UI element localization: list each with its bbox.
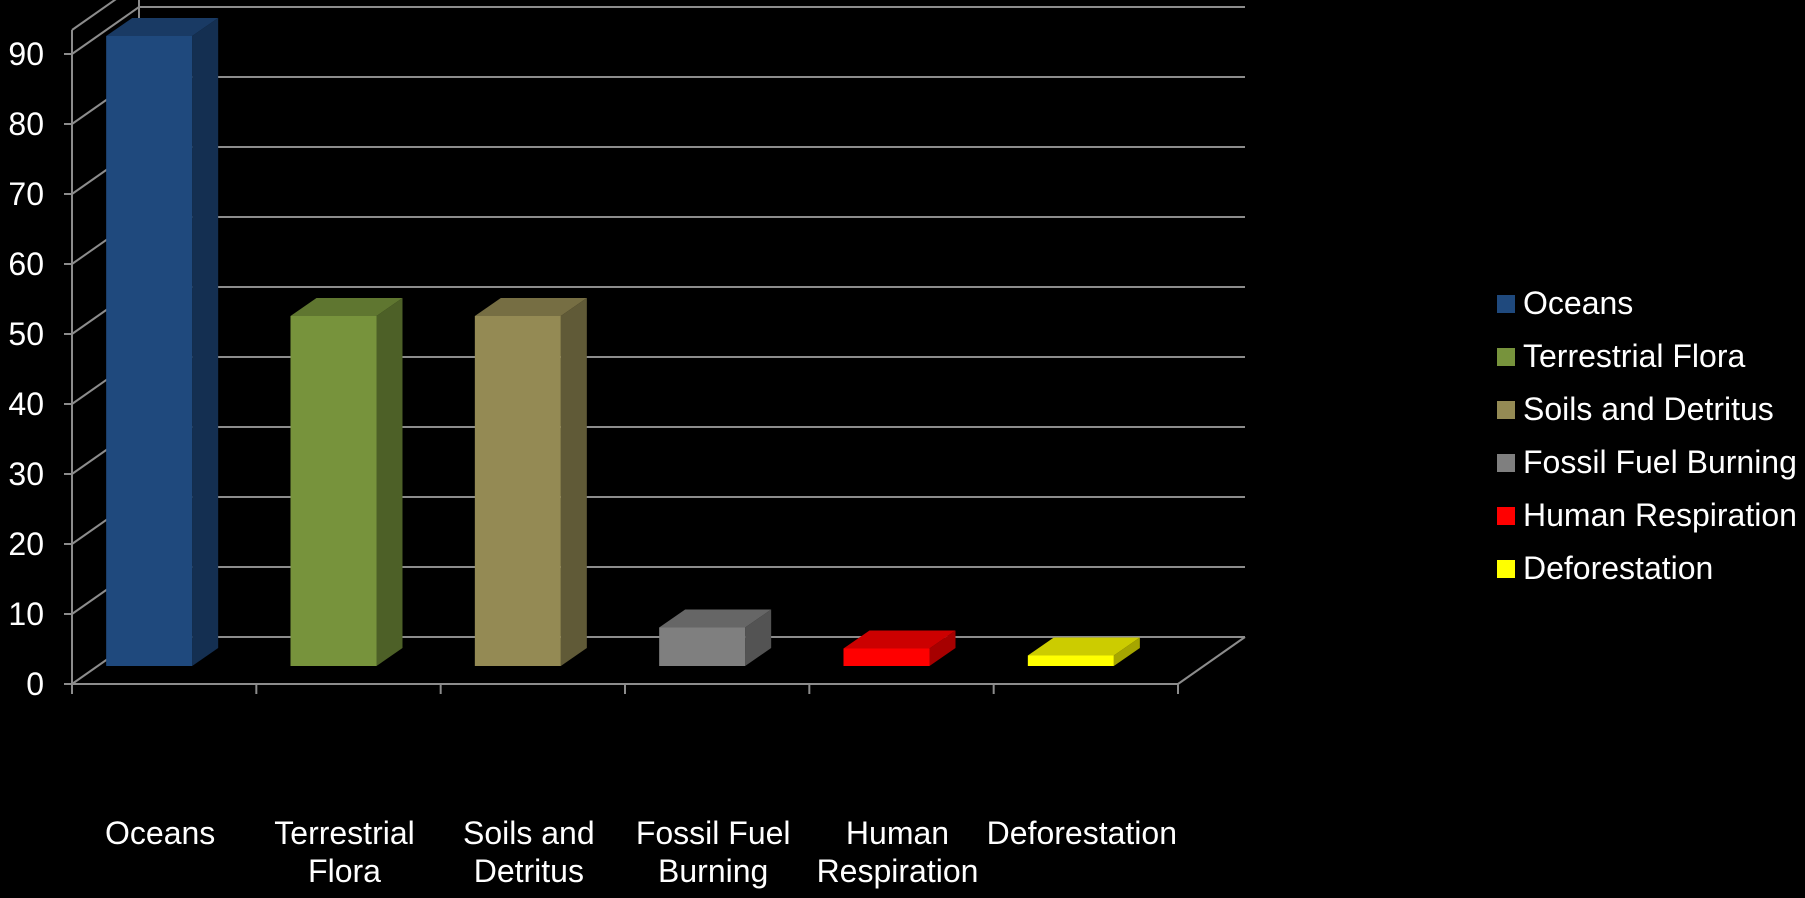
x-category-label-line: Flora xyxy=(308,853,381,889)
side-wall-gridline xyxy=(71,0,117,31)
x-category-label: Soils and Detritus xyxy=(463,815,595,889)
bar-front xyxy=(1027,655,1114,666)
x-axis-labels: Oceans Terrestrial Flora Soils and Detritus F… xyxy=(105,815,1177,889)
legend-swatch xyxy=(1497,560,1515,578)
bar-top xyxy=(659,609,772,628)
y-tick-label: 40 xyxy=(8,386,44,422)
legend-label: Human Respiration xyxy=(1523,497,1797,533)
y-tick-label: 50 xyxy=(8,316,44,352)
x-category-label-line: Deforestation xyxy=(987,815,1177,851)
bar-soils-and-detritus xyxy=(474,298,587,666)
legend-item: Human Respiration xyxy=(1497,497,1797,533)
legend-item: Terrestrial Flora xyxy=(1497,338,1745,374)
x-category-label-line: Human xyxy=(846,815,949,851)
floor-right-edge xyxy=(1177,636,1246,685)
x-category-label: Terrestrial Flora xyxy=(274,815,414,889)
x-category-label-line: Fossil Fuel xyxy=(636,815,791,851)
x-category-label-line: Terrestrial xyxy=(274,815,414,851)
x-category-label-line: Respiration xyxy=(817,853,979,889)
y-tick-label: 10 xyxy=(8,596,44,632)
y-tick-label: 60 xyxy=(8,246,44,282)
legend-item: Soils and Detritus xyxy=(1497,391,1774,427)
bar-side xyxy=(1113,637,1140,666)
bar-top xyxy=(843,630,956,649)
legend-swatch xyxy=(1497,507,1515,525)
bar-top xyxy=(474,298,587,316)
bar-front xyxy=(659,627,746,666)
bar-deforestation xyxy=(1027,637,1140,666)
legend-swatch xyxy=(1497,401,1515,419)
bar-top xyxy=(1027,637,1140,656)
bar-fossil-fuel-burning xyxy=(659,609,772,666)
axes xyxy=(71,30,1246,694)
bar-front xyxy=(106,36,193,666)
x-category-label-line: Detritus xyxy=(474,853,584,889)
legend-item: Oceans xyxy=(1497,285,1633,321)
bars xyxy=(106,18,1140,666)
legend-swatch xyxy=(1497,348,1515,366)
legend-label: Terrestrial Flora xyxy=(1523,338,1745,374)
x-category-label: Oceans xyxy=(105,815,215,851)
bar-oceans xyxy=(106,18,219,666)
legend-label: Soils and Detritus xyxy=(1523,391,1774,427)
gridlines xyxy=(71,0,1245,685)
bar-side xyxy=(745,609,772,666)
bar-front xyxy=(290,316,377,666)
legend-label: Fossil Fuel Burning xyxy=(1523,444,1797,480)
bar-top xyxy=(106,18,219,36)
y-tick-label: 90 xyxy=(8,36,44,72)
x-category-label-line: Oceans xyxy=(105,815,215,851)
legend-label: Deforestation xyxy=(1523,550,1713,586)
x-category-label: Fossil Fuel Burning xyxy=(636,815,791,889)
bar-side xyxy=(929,630,956,666)
y-tick-label: 30 xyxy=(8,456,44,492)
x-category-label: Human Respiration xyxy=(817,815,979,889)
legend: Oceans Terrestrial Flora Soils and Detritu… xyxy=(1497,285,1797,586)
bar-human-respiration xyxy=(843,630,956,666)
side-wall-gridline xyxy=(71,6,140,55)
x-category-label-line: Soils and xyxy=(463,815,595,851)
legend-label: Oceans xyxy=(1523,285,1633,321)
y-axis-ticks: 0 10 20 30 40 50 60 70 80 90 xyxy=(8,36,72,702)
bar-top xyxy=(290,298,403,316)
x-category-label: Deforestation xyxy=(987,815,1177,851)
bar-front xyxy=(843,648,930,666)
x-category-label-line: Burning xyxy=(658,853,768,889)
y-tick-label: 20 xyxy=(8,526,44,562)
legend-item: Fossil Fuel Burning xyxy=(1497,444,1797,480)
y-tick-label: 0 xyxy=(26,666,44,702)
y-tick-label: 70 xyxy=(8,176,44,212)
bar-side xyxy=(192,18,219,666)
bar-front xyxy=(474,316,561,666)
bar-side xyxy=(376,298,403,666)
legend-item: Deforestation xyxy=(1497,550,1713,586)
legend-swatch xyxy=(1497,295,1515,313)
bar-terrestrial-flora xyxy=(290,298,403,666)
bar-side xyxy=(560,298,587,666)
legend-swatch xyxy=(1497,454,1515,472)
y-tick-label: 80 xyxy=(8,106,44,142)
